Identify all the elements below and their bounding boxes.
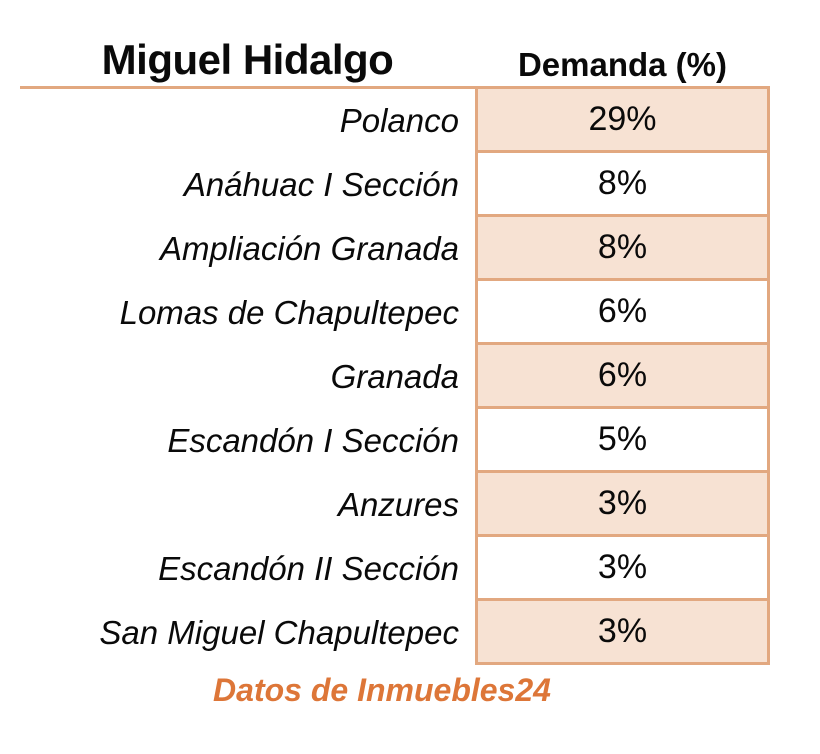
row-value-cell: 3% bbox=[475, 537, 770, 601]
table-title: Miguel Hidalgo bbox=[101, 36, 394, 83]
row-value-cell: 3% bbox=[475, 601, 770, 665]
table-body: Polanco 29% Anáhuac I Sección 8% Ampliac… bbox=[20, 86, 770, 665]
row-name-cell: Escandón I Sección bbox=[167, 422, 459, 459]
row-value-cell: 6% bbox=[475, 281, 770, 345]
table-row: Ampliación Granada 8% bbox=[20, 217, 770, 281]
table-row: Escandón I Sección 5% bbox=[20, 409, 770, 473]
row-name-cell: Lomas de Chapultepec bbox=[119, 294, 459, 331]
row-value-cell: 3% bbox=[475, 473, 770, 537]
row-name-cell: Anáhuac I Sección bbox=[183, 166, 459, 203]
row-name-cell: San Miguel Chapultepec bbox=[99, 614, 459, 651]
row-value-cell: 8% bbox=[475, 217, 770, 281]
table-row: Anzures 3% bbox=[20, 473, 770, 537]
table-row: Polanco 29% bbox=[20, 89, 770, 153]
row-value-cell: 5% bbox=[475, 409, 770, 473]
row-value-cell: 29% bbox=[475, 89, 770, 153]
row-name-cell: Escandón II Sección bbox=[158, 550, 459, 587]
table-row: Lomas de Chapultepec 6% bbox=[20, 281, 770, 345]
source-caption: Datos de Inmuebles24 bbox=[213, 672, 551, 708]
table-header-row: Miguel Hidalgo Demanda (%) bbox=[20, 0, 770, 86]
demand-table: Miguel Hidalgo Demanda (%) Polanco 29% A… bbox=[20, 0, 770, 709]
table-row: Granada 6% bbox=[20, 345, 770, 409]
row-name-cell: Granada bbox=[330, 358, 459, 395]
table-row: Anáhuac I Sección 8% bbox=[20, 153, 770, 217]
row-name-cell: Polanco bbox=[339, 102, 459, 139]
table-row: San Miguel Chapultepec 3% bbox=[20, 601, 770, 665]
row-value-cell: 6% bbox=[475, 345, 770, 409]
row-name-cell: Ampliación Granada bbox=[160, 230, 459, 267]
row-name-cell: Anzures bbox=[337, 486, 459, 523]
table-row: Escandón II Sección 3% bbox=[20, 537, 770, 601]
value-column-header: Demanda (%) bbox=[517, 46, 728, 83]
row-value-cell: 8% bbox=[475, 153, 770, 217]
